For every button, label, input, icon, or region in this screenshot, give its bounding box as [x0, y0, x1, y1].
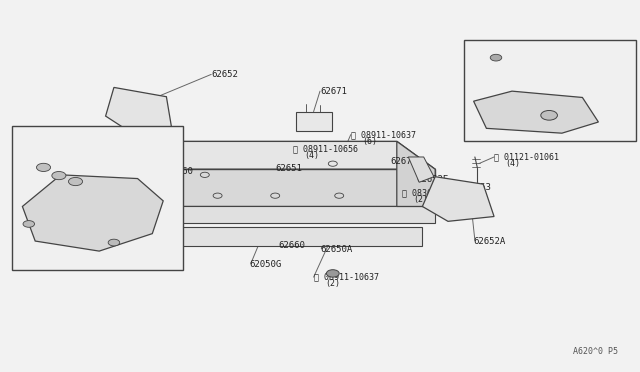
- Text: A620^0 P5: A620^0 P5: [573, 347, 618, 356]
- Text: 62652E: 62652E: [18, 155, 48, 164]
- Polygon shape: [128, 141, 435, 169]
- Polygon shape: [474, 91, 598, 133]
- Text: (2): (2): [325, 279, 340, 288]
- Circle shape: [490, 54, 502, 61]
- Text: 62690: 62690: [77, 146, 102, 155]
- Text: 62674(LH): 62674(LH): [76, 164, 120, 173]
- Polygon shape: [422, 177, 494, 221]
- Circle shape: [23, 221, 35, 227]
- Circle shape: [108, 239, 120, 246]
- Bar: [12, 126, 183, 270]
- Text: (6): (6): [362, 137, 377, 146]
- Text: 62672: 62672: [390, 157, 417, 166]
- Text: (2): (2): [29, 140, 44, 149]
- Polygon shape: [128, 206, 435, 223]
- Text: Ⓑ 01121-01061: Ⓑ 01121-01061: [494, 153, 559, 161]
- Text: (4): (4): [305, 151, 319, 160]
- Text: 62652A: 62652A: [552, 71, 582, 80]
- Polygon shape: [128, 169, 435, 206]
- Text: 62050G: 62050G: [250, 260, 282, 269]
- Text: 62650B: 62650B: [18, 222, 48, 231]
- Text: 62673(RH): 62673(RH): [76, 155, 120, 164]
- Text: (2): (2): [413, 195, 428, 204]
- Text: 62653: 62653: [464, 183, 491, 192]
- Text: (4): (4): [506, 159, 520, 168]
- Text: 62673A: 62673A: [18, 146, 48, 155]
- Circle shape: [52, 171, 66, 180]
- Text: Ⓝ 08911-20647: Ⓝ 08911-20647: [468, 45, 534, 54]
- Circle shape: [326, 270, 339, 277]
- Circle shape: [36, 163, 51, 171]
- Polygon shape: [22, 175, 163, 251]
- Polygon shape: [147, 227, 422, 246]
- Text: 62652A: 62652A: [474, 237, 506, 246]
- Text: Ⓝ 08911-10637: Ⓝ 08911-10637: [351, 130, 416, 139]
- Polygon shape: [108, 141, 166, 206]
- Text: Ⓢ 08363-61638: Ⓢ 08363-61638: [402, 188, 467, 197]
- Circle shape: [68, 177, 83, 186]
- Text: 62660: 62660: [166, 167, 193, 176]
- Bar: [464, 40, 636, 141]
- Polygon shape: [408, 157, 434, 182]
- Text: Ⓝ 08911-10656: Ⓝ 08911-10656: [293, 144, 358, 153]
- Text: 62652: 62652: [211, 70, 238, 79]
- Polygon shape: [106, 87, 172, 134]
- Text: 62660: 62660: [278, 241, 305, 250]
- Text: 62651: 62651: [275, 164, 302, 173]
- Text: Ⓦ 08915-5381A: Ⓦ 08915-5381A: [18, 133, 83, 142]
- Circle shape: [541, 110, 557, 120]
- Text: 62671: 62671: [320, 87, 347, 96]
- Text: (2): (2): [480, 51, 495, 60]
- Text: 62650A: 62650A: [320, 245, 352, 254]
- Polygon shape: [296, 112, 332, 131]
- Polygon shape: [397, 141, 435, 206]
- Text: 62022A: 62022A: [90, 249, 120, 258]
- Text: Ⓝ 08911-10637: Ⓝ 08911-10637: [314, 273, 379, 282]
- Text: 62652E: 62652E: [416, 175, 448, 184]
